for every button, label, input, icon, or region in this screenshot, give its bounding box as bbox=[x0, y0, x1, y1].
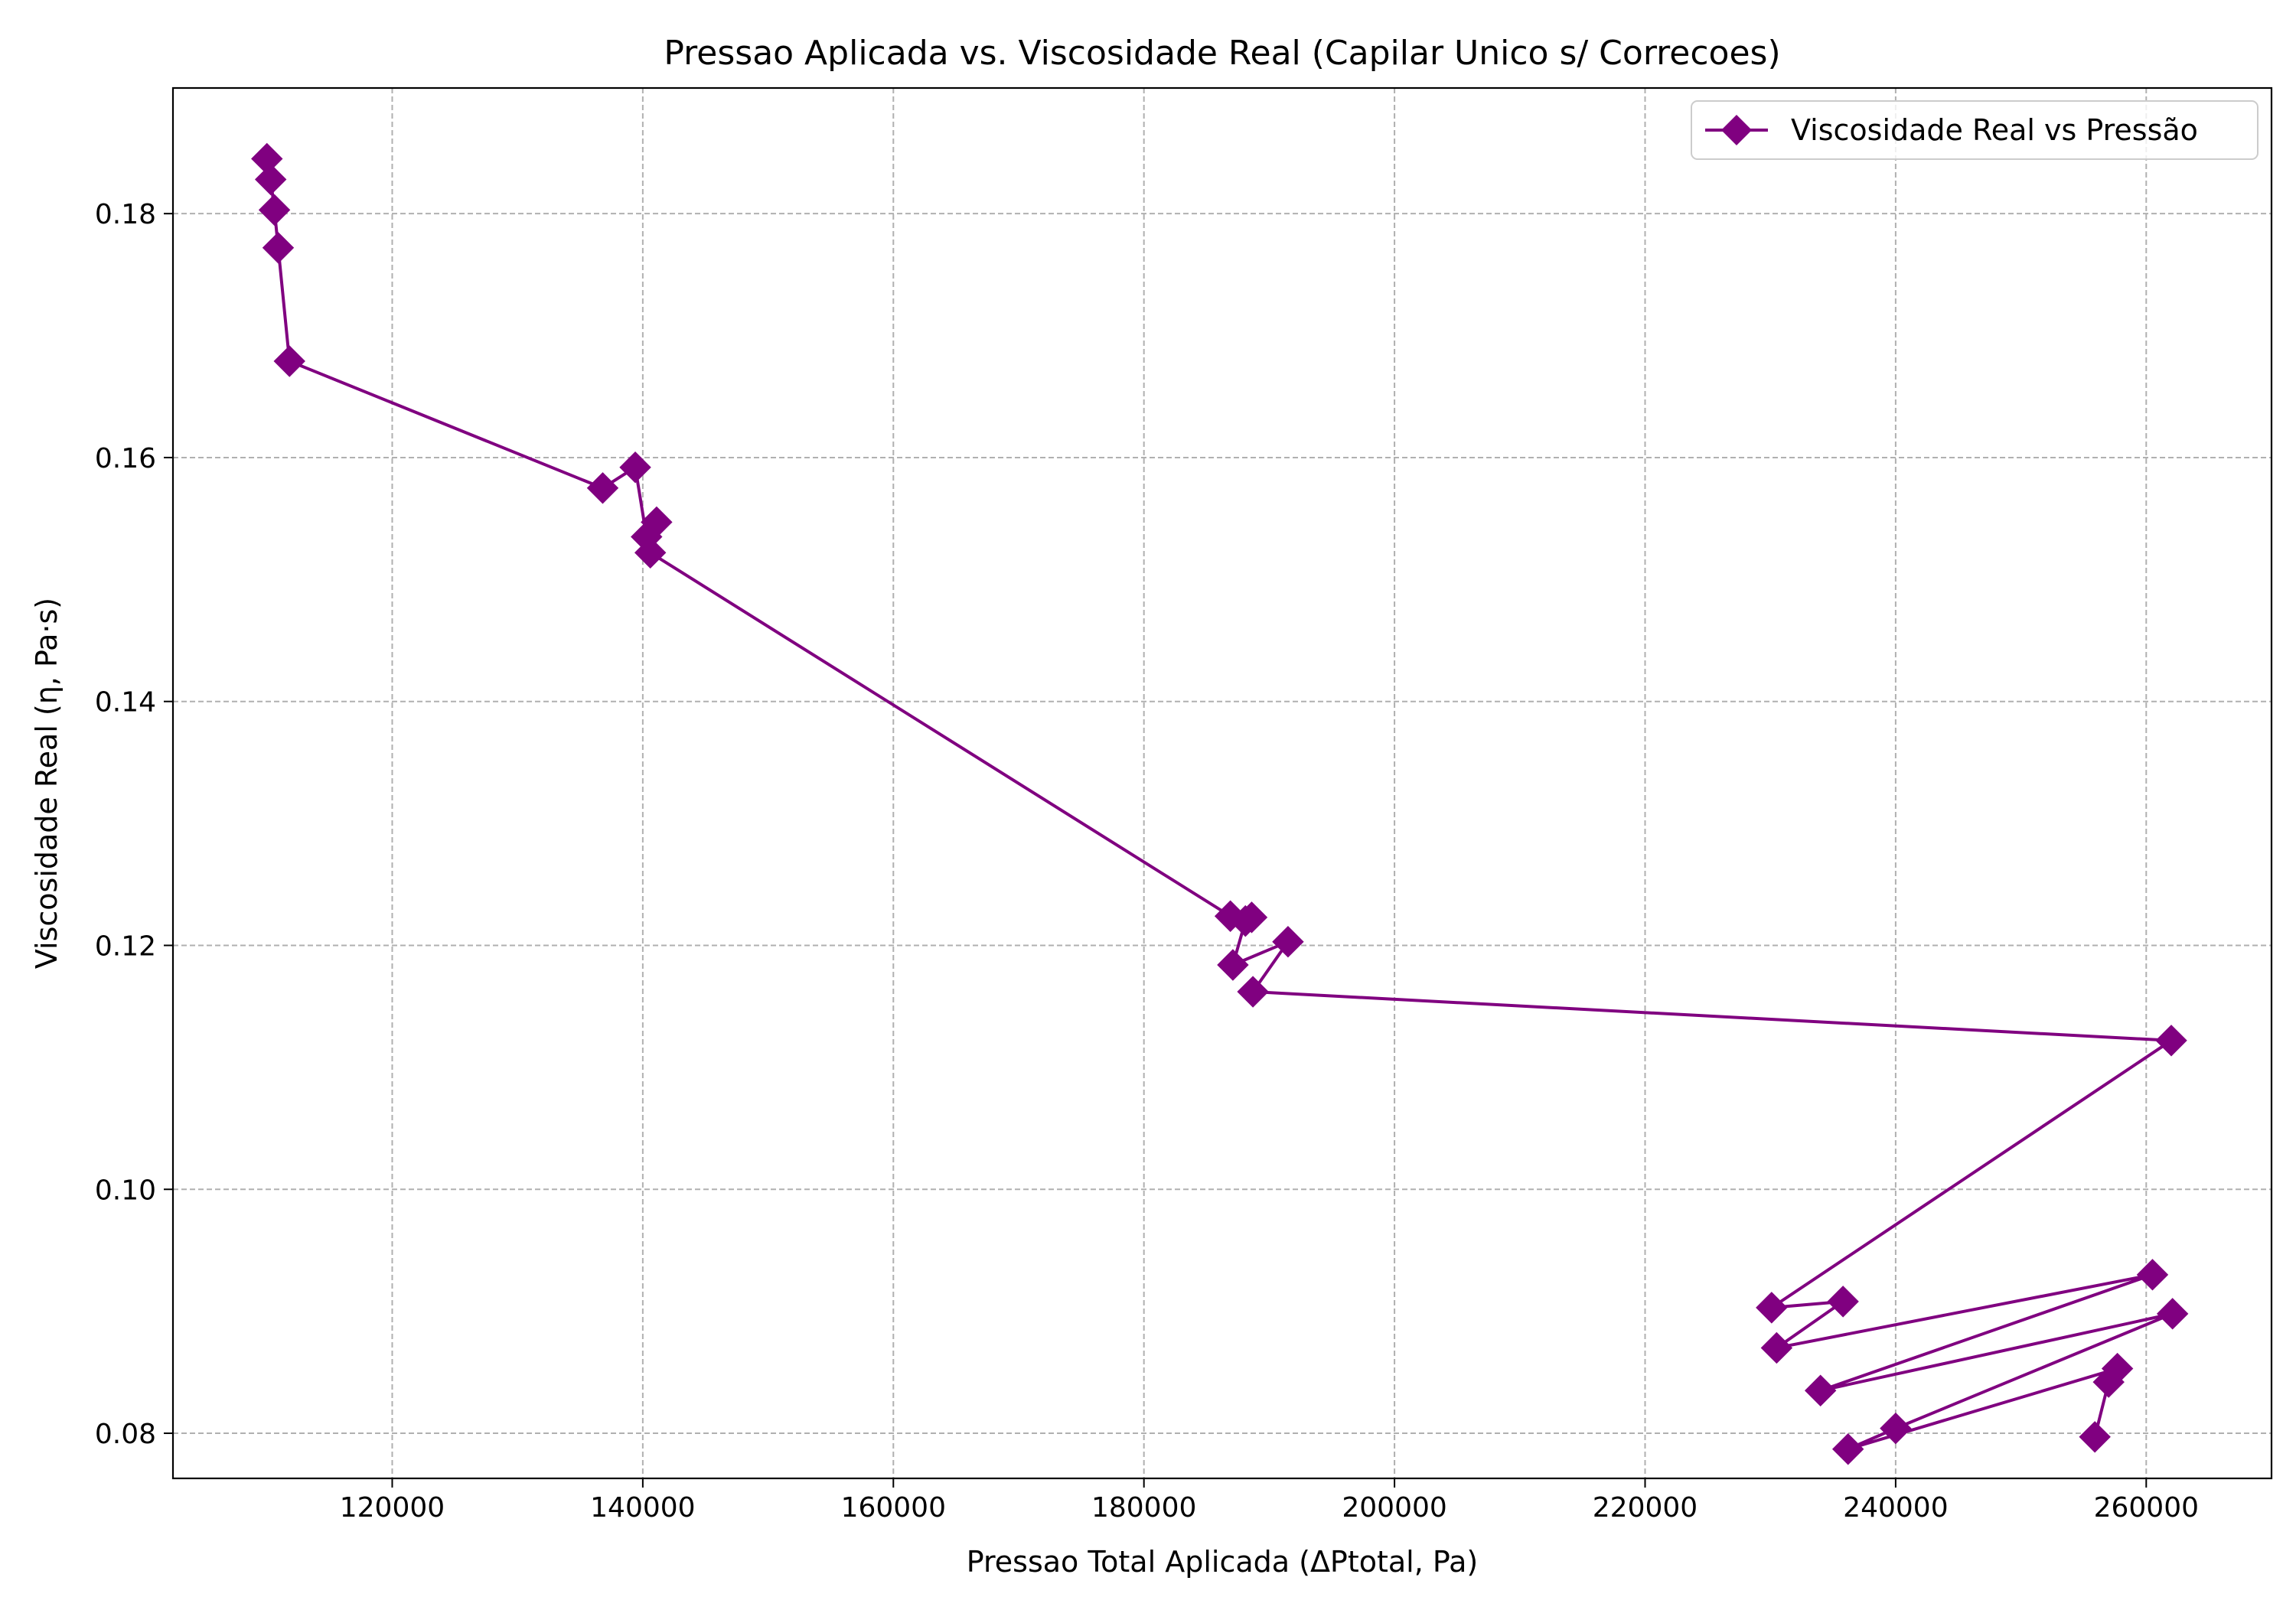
legend-marker-icon bbox=[1721, 115, 1752, 145]
data-point bbox=[254, 163, 287, 196]
x-tick-label: 220000 bbox=[1593, 1492, 1698, 1524]
data-point bbox=[1804, 1374, 1837, 1406]
data-point bbox=[619, 451, 651, 484]
data-point bbox=[1756, 1292, 1788, 1324]
x-tick-label: 260000 bbox=[2094, 1492, 2199, 1524]
y-tick-label: 0.18 bbox=[95, 199, 156, 230]
data-point bbox=[641, 506, 673, 539]
data-point bbox=[1217, 949, 1249, 981]
chart-title: Pressao Aplicada vs. Viscosidade Real (C… bbox=[664, 34, 1780, 73]
x-tick-label: 140000 bbox=[590, 1492, 695, 1524]
x-axis-label: Pressao Total Aplicada (ΔPtotal, Pa) bbox=[967, 1545, 1478, 1579]
y-axis-label: Viscosidade Real (η, Pa·s) bbox=[30, 598, 64, 969]
data-point bbox=[586, 472, 619, 504]
data-point bbox=[2079, 1421, 2111, 1453]
x-tick-label: 200000 bbox=[1342, 1492, 1446, 1524]
x-tick-label: 180000 bbox=[1091, 1492, 1196, 1524]
x-tick-label: 120000 bbox=[340, 1492, 445, 1524]
data-point bbox=[2155, 1025, 2187, 1057]
data-point bbox=[1880, 1412, 1912, 1445]
series-layer bbox=[251, 142, 2189, 1465]
plot-frame bbox=[171, 86, 2273, 1480]
data-point bbox=[634, 536, 667, 569]
data-point bbox=[2156, 1298, 2189, 1330]
data-point bbox=[1237, 976, 1269, 1008]
series-line bbox=[265, 158, 2174, 1451]
data-point bbox=[1827, 1286, 1859, 1318]
y-tick-label: 0.08 bbox=[95, 1419, 156, 1450]
data-point bbox=[1229, 904, 1261, 937]
legend-label: Viscosidade Real vs Pressão bbox=[1791, 113, 2198, 147]
data-point bbox=[1272, 925, 1304, 958]
y-tick-label: 0.10 bbox=[95, 1175, 156, 1206]
data-point bbox=[1760, 1331, 1793, 1364]
data-point bbox=[273, 345, 305, 377]
data-point bbox=[258, 194, 291, 227]
data-point bbox=[1831, 1433, 1864, 1465]
axes: 120000 140000 160000 180000 200000 220000 2400… bbox=[95, 199, 2199, 1524]
data-point bbox=[2092, 1366, 2125, 1398]
x-tick-label: 240000 bbox=[1843, 1492, 1948, 1524]
grid bbox=[173, 88, 2272, 1478]
y-tick-label: 0.14 bbox=[95, 687, 156, 719]
y-tick-label: 0.16 bbox=[95, 443, 156, 474]
legend-box bbox=[1691, 100, 2258, 160]
legend: Viscosidade Real vs Pressão bbox=[1691, 100, 2258, 160]
x-tick-label: 160000 bbox=[841, 1492, 946, 1524]
data-point bbox=[2136, 1259, 2169, 1291]
y-tick-label: 0.12 bbox=[95, 930, 156, 962]
data-point bbox=[262, 232, 295, 264]
